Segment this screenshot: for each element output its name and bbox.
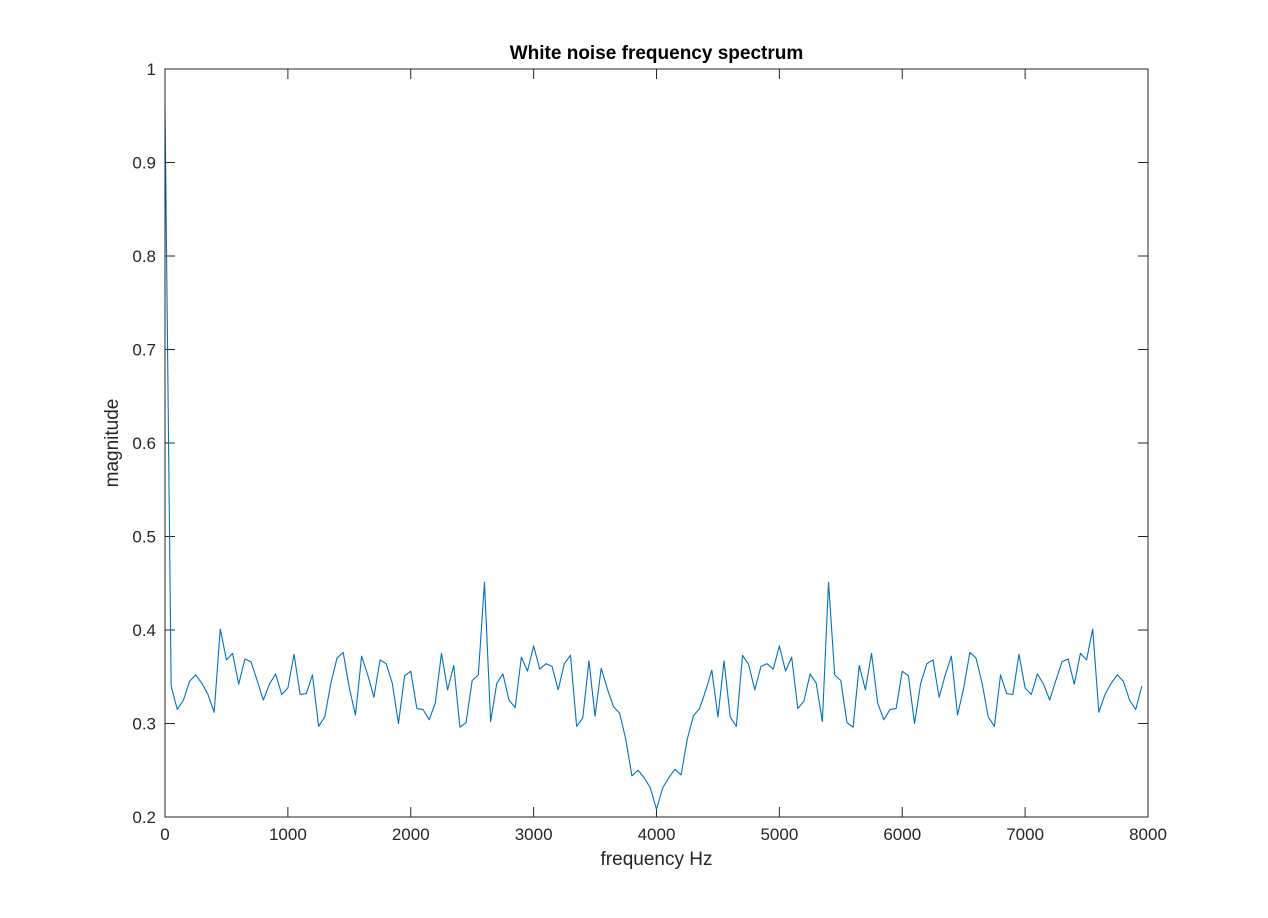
x-tick-label: 1000: [269, 825, 307, 844]
y-tick-label: 0.6: [132, 434, 156, 453]
series-line-0: [164, 106, 1143, 811]
y-tick-label: 0.7: [132, 341, 156, 360]
y-tick-label: 1: [147, 60, 156, 79]
y-tick-label: 0.2: [132, 808, 156, 827]
y-axis-label: magnitude: [102, 399, 123, 488]
x-tick-label: 5000: [760, 825, 798, 844]
x-axis-label: frequency Hz: [601, 849, 713, 870]
tick-labels: 0 1000 2000 3000 4000 5000 6000 7000 8000 0.2 0.3 0…: [132, 60, 1167, 844]
x-tick-label: 0: [160, 825, 169, 844]
chart-title: White noise frequency spectrum: [510, 43, 804, 64]
x-tick-label: 4000: [638, 825, 676, 844]
plot-frame: [164, 68, 1149, 818]
x-tick-label: 2000: [392, 825, 430, 844]
x-tick-label: 7000: [1006, 825, 1044, 844]
y-tick-label: 0.4: [132, 621, 156, 640]
y-tick-label: 0.5: [132, 528, 156, 547]
y-tick-label: 0.9: [132, 154, 156, 173]
series-layer: [164, 106, 1143, 811]
x-tick-label: 8000: [1129, 825, 1167, 844]
y-tick-label: 0.8: [132, 247, 156, 266]
axis-ticks: [164, 68, 1149, 818]
y-tick-label: 0.3: [132, 715, 156, 734]
x-tick-label: 6000: [883, 825, 921, 844]
x-tick-label: 3000: [515, 825, 553, 844]
